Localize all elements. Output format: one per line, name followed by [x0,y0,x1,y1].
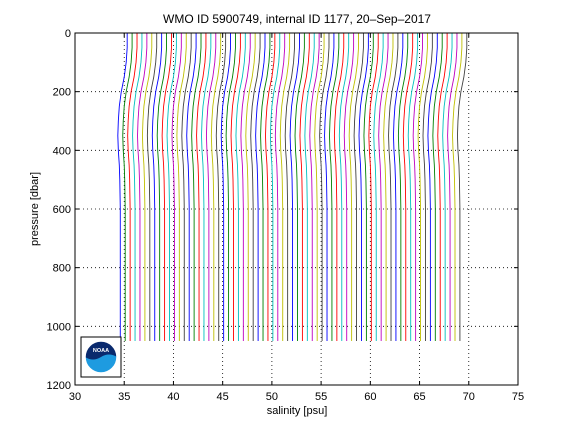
profile-line [402,33,414,341]
profile-line [171,33,182,341]
y-tick-label: 1000 [47,321,71,333]
profile-line [333,33,345,341]
profile-line [427,33,438,341]
y-tick-label: 0 [65,28,71,40]
profile-line [181,33,192,341]
profile-line [417,33,428,341]
x-tick-label: 45 [217,391,229,403]
profile-line [151,33,163,341]
profile-line [122,33,133,341]
ticks: 30 35 40 45 50 55 60 65 70 75 0 200 400 600 800 1000 120… [47,28,525,403]
profile-line [338,33,350,341]
profile-line [422,33,433,341]
profile-line [196,33,207,341]
x-axis-label: salinity [psu] [267,405,328,417]
profile-line [137,33,148,341]
profile-line [432,33,443,341]
profile-line [309,33,320,341]
x-tick-label: 65 [413,391,425,403]
profile-line [412,33,423,341]
profile-line [284,33,295,341]
profile-line [373,33,384,341]
profile-line [397,33,409,341]
profile-line [279,33,291,341]
profile-line [127,33,138,341]
profile-line [141,33,153,341]
profile-line [176,33,187,341]
x-tick-label: 60 [364,391,376,403]
grid [75,33,518,385]
profile-line [452,33,463,341]
y-axis-label: pressure [dbar] [29,172,41,246]
profile-line [245,33,256,341]
y-tick-label: 800 [53,263,71,275]
profile-line [314,33,325,341]
profile-line [191,33,202,341]
profile-line [442,33,453,341]
profile-line [393,33,404,341]
profile-line [437,33,448,341]
x-tick-label: 35 [118,391,130,403]
y-tick-label: 1200 [47,380,71,392]
x-tick-label: 50 [266,391,278,403]
profile-line [117,33,128,341]
profile-line [383,33,394,341]
profile-line [368,33,379,341]
profile-line [260,33,271,341]
profile-line [289,33,300,341]
chart-title: WMO ID 5900749, internal ID 1177, 20–Sep… [163,12,431,26]
profile-line [274,33,286,341]
x-tick-label: 75 [512,391,524,403]
y-tick-label: 600 [53,204,71,216]
profile-line [235,33,246,341]
profile-line [378,33,389,341]
noaa-logo-icon: NOAA [80,336,122,378]
profile-line [201,33,212,341]
profile-line [447,33,458,341]
profile-line [225,33,236,341]
profile-line [294,33,305,341]
profile-line [269,33,281,341]
profile-line [299,33,310,341]
profile-line [407,33,419,341]
profile-line [319,33,330,341]
profile-line [132,33,143,341]
y-tick-label: 200 [53,87,71,99]
profile-line [186,33,197,341]
profile-line [215,33,227,341]
profiles [117,33,468,341]
profile-line [230,33,241,341]
x-tick-label: 40 [167,391,179,403]
profile-line [156,33,167,341]
profile-line [457,33,468,341]
profile-line [205,33,217,341]
x-tick-label: 70 [463,391,475,403]
profile-line [324,33,335,341]
noaa-logo-text: NOAA [93,348,109,354]
x-tick-label: 30 [69,391,81,403]
profile-line [363,33,374,341]
profile-line [220,33,231,341]
profile-line [348,33,359,341]
profile-line [255,33,266,341]
profile-line [358,33,369,341]
profile-line [210,33,222,341]
plot-area [75,33,518,385]
profile-line [146,33,158,341]
profile-line [304,33,315,341]
profile-line [161,33,172,341]
profile-line [329,33,340,341]
profile-line [240,33,251,341]
x-tick-label: 55 [315,391,327,403]
profile-line [388,33,399,341]
profile-line [250,33,261,341]
profile-line [353,33,364,341]
profile-line [343,33,355,341]
y-tick-label: 400 [53,145,71,157]
profile-line [265,33,276,341]
profile-line [166,33,177,341]
